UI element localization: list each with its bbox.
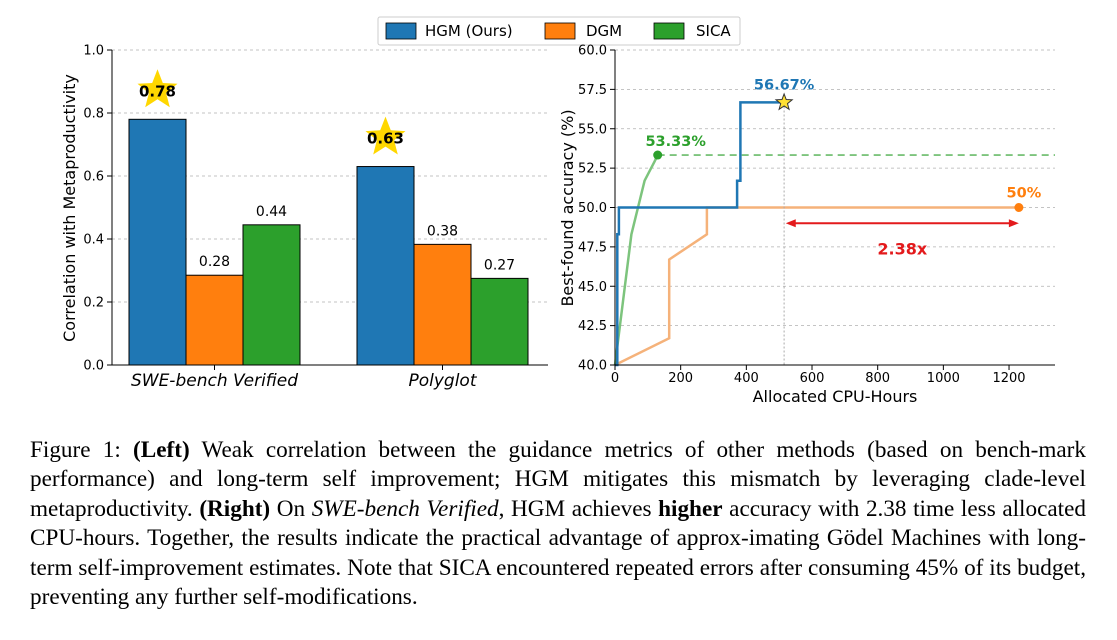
end-label-hgm: 56.67% bbox=[754, 77, 815, 93]
left-bars: 0.78 0.28 0.44 0.63 0.38 0.27 bbox=[128, 69, 529, 366]
caption-text-1: Weak correlation between the guidance me… bbox=[30, 437, 1086, 522]
right-x-tick-label: 1000 bbox=[927, 371, 960, 386]
left-x-tick-label: SWE-bench Verified bbox=[131, 371, 298, 391]
bar-dgm-0 bbox=[185, 274, 244, 366]
legend-label-hgm: HGM (Ours) bbox=[425, 22, 513, 40]
speedup-arrow-head-right bbox=[1008, 219, 1019, 228]
caption-text-4: accuracy with 2.38 time less allocated C… bbox=[30, 495, 1086, 611]
right-x-axis-label: Allocated CPU-Hours bbox=[753, 387, 918, 406]
right-lines: 50% 53.33% 56.67% 2.38x bbox=[613, 77, 1055, 367]
bar-value-label: 0.28 bbox=[199, 254, 230, 270]
star-icon bbox=[365, 116, 406, 155]
right-y-tick-label: 50.0 bbox=[578, 201, 607, 216]
speedup-arrow-head-left bbox=[785, 219, 796, 228]
left-x-tick-label: Polyglot bbox=[408, 371, 477, 391]
left-axes bbox=[111, 50, 548, 366]
bar-value-label: 0.27 bbox=[484, 257, 515, 273]
right-y-tick-label: 55.0 bbox=[578, 122, 607, 137]
bar-value-label: 0.38 bbox=[427, 223, 458, 239]
right-x-tick-label: 600 bbox=[800, 371, 825, 386]
bar-value-label: 0.78 bbox=[139, 82, 176, 100]
left-y-tick-label: 0.8 bbox=[83, 107, 104, 122]
bar-value-label: 0.63 bbox=[367, 130, 404, 148]
line-hgm bbox=[615, 101, 785, 367]
left-x-ticks: SWE-bench Verified Polyglot bbox=[131, 365, 478, 391]
caption-prefix: Figure 1: bbox=[30, 437, 134, 463]
legend: HGM (Ours) DGM SICA bbox=[377, 16, 741, 46]
left-y-ticks: 0.0 0.2 0.4 0.6 0.8 1.0 bbox=[83, 44, 112, 374]
left-bar-chart: 0.78 0.28 0.44 0.63 0.38 0.27 0.0 0.2 0.4 0.6 0.8… bbox=[60, 44, 548, 391]
right-y-axis-label: Best-found accuracy (%) bbox=[558, 109, 577, 306]
right-y-tick-label: 57.5 bbox=[578, 83, 607, 98]
figure-caption: Figure 1: (Left) Weak correlation betwee… bbox=[30, 436, 1086, 612]
right-x-tick-label: 400 bbox=[734, 371, 759, 386]
line-dgm bbox=[614, 206, 1019, 367]
caption-higher-bold: higher bbox=[658, 495, 723, 522]
bar-sica-0 bbox=[242, 224, 301, 366]
bar-value-label: 0.44 bbox=[256, 204, 287, 220]
right-x-tick-label: 200 bbox=[668, 371, 693, 386]
left-y-axis-label: Correlation with Metaproductivity bbox=[60, 74, 79, 342]
end-label-dgm: 50% bbox=[1007, 186, 1042, 202]
legend-label-dgm: DGM bbox=[586, 22, 622, 40]
caption-italic-benchmark: SWE-bench Verified bbox=[311, 495, 499, 522]
line-sica bbox=[613, 154, 659, 366]
right-x-tick-label: 800 bbox=[865, 371, 890, 386]
caption-left-bold: (Left) bbox=[133, 437, 190, 463]
caption-right-bold: (Right) bbox=[199, 495, 271, 522]
right-y-tick-label: 60.0 bbox=[578, 44, 607, 59]
legend-swatch-dgm bbox=[544, 22, 576, 40]
legend-swatch-sica bbox=[653, 22, 685, 40]
end-label-sica: 53.33% bbox=[645, 134, 706, 150]
bar-hgm-1 bbox=[356, 166, 415, 366]
right-gridlines bbox=[615, 49, 1055, 327]
end-marker-dgm bbox=[1014, 203, 1024, 212]
star-icon bbox=[774, 92, 794, 111]
end-marker-sica bbox=[653, 150, 663, 160]
left-y-tick-label: 0.4 bbox=[83, 233, 104, 248]
bar-hgm-0 bbox=[128, 118, 187, 366]
figure-1: HGM (Ours) DGM SICA 0.78 0.28 0.44 0.63 0.38… bbox=[60, 16, 1055, 406]
caption-text-3: , HGM achieves bbox=[498, 495, 659, 522]
right-x-tick-label: 1200 bbox=[992, 371, 1025, 386]
bar-sica-1 bbox=[470, 277, 529, 366]
right-y-tick-label: 42.5 bbox=[578, 319, 607, 334]
right-y-tick-label: 52.5 bbox=[578, 162, 607, 177]
right-x-tick-label: 0 bbox=[611, 371, 619, 386]
legend-swatch-hgm bbox=[385, 22, 417, 40]
right-y-tick-label: 47.5 bbox=[578, 240, 607, 255]
right-x-ticks: 0 200 400 600 800 1000 1200 bbox=[611, 365, 1026, 386]
star-icon bbox=[137, 69, 178, 108]
left-y-tick-label: 0.2 bbox=[83, 296, 104, 311]
left-y-tick-label: 0.0 bbox=[83, 359, 104, 374]
right-y-tick-label: 40.0 bbox=[578, 359, 607, 374]
caption-text-2: On bbox=[270, 495, 312, 522]
left-y-tick-label: 1.0 bbox=[83, 44, 104, 59]
right-line-chart: 50% 53.33% 56.67% 2.38x 40.0 42.5 45.0 47.5 50.… bbox=[558, 44, 1055, 406]
legend-label-sica: SICA bbox=[696, 22, 731, 40]
left-y-tick-label: 0.6 bbox=[83, 170, 104, 185]
bar-dgm-1 bbox=[413, 243, 472, 366]
speedup-label: 2.38x bbox=[877, 239, 927, 258]
right-y-ticks: 40.0 42.5 45.0 47.5 50.0 52.5 55.0 57.5 60.0 bbox=[578, 44, 615, 374]
right-y-tick-label: 45.0 bbox=[578, 280, 607, 295]
